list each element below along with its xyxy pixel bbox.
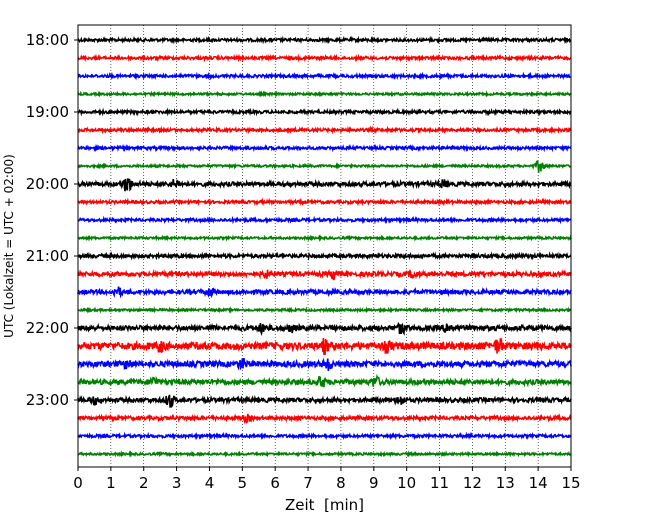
y-tick-label: 20:00 xyxy=(26,175,69,193)
x-tick-label: 4 xyxy=(205,474,215,492)
seismic-trace xyxy=(77,321,572,337)
y-tick-label: 19:00 xyxy=(26,103,69,121)
seismic-trace xyxy=(77,431,572,441)
x-tick-label: 5 xyxy=(238,474,248,492)
seismic-trace xyxy=(77,125,572,135)
x-tick-label: 15 xyxy=(561,474,580,492)
seismic-trace xyxy=(77,357,572,372)
x-axis-label: Zeit [min] xyxy=(285,496,364,514)
seismic-trace xyxy=(77,413,572,425)
y-tick-label: 22:00 xyxy=(26,319,69,337)
seismic-trace xyxy=(77,337,572,355)
x-tick-label: 13 xyxy=(496,474,515,492)
seismic-trace xyxy=(77,450,572,459)
seismic-trace xyxy=(77,90,572,98)
x-tick-label: 6 xyxy=(270,474,280,492)
x-tick-label: 0 xyxy=(73,474,83,492)
y-tick-label: 18:00 xyxy=(26,31,69,49)
y-axis-ticks: 18:00 19:00 20:00 21:00 22:00 23:00 xyxy=(26,31,78,409)
x-tick-label: 8 xyxy=(336,474,346,492)
x-tick-label: 3 xyxy=(172,474,182,492)
seismic-trace xyxy=(77,251,572,261)
seismic-trace xyxy=(77,373,572,388)
seismic-trace xyxy=(77,306,572,314)
seismic-trace xyxy=(77,197,572,207)
y-axis-label: UTC (Lokalzeit = UTC + 02:00) xyxy=(2,154,16,338)
seismic-trace xyxy=(77,178,572,192)
x-tick-label: 12 xyxy=(463,474,482,492)
seismic-trace xyxy=(77,286,572,299)
seismic-trace xyxy=(77,143,572,153)
plot-frame xyxy=(77,24,572,468)
x-tick-label: 11 xyxy=(430,474,449,492)
x-tick-label: 14 xyxy=(529,474,548,492)
seismic-trace xyxy=(77,71,572,81)
seismic-trace xyxy=(77,215,572,225)
seismic-trace xyxy=(77,160,572,173)
seismic-trace xyxy=(77,35,572,45)
y-tick-label: 23:00 xyxy=(26,391,69,409)
x-tick-label: 7 xyxy=(303,474,313,492)
x-tick-label: 1 xyxy=(106,474,116,492)
seismic-trace xyxy=(77,107,572,117)
seismic-trace xyxy=(77,234,572,243)
y-tick-label: 21:00 xyxy=(26,247,69,265)
seismic-trace xyxy=(77,394,572,409)
x-tick-label: 9 xyxy=(369,474,379,492)
seismic-trace xyxy=(77,268,572,281)
x-tick-label: 2 xyxy=(139,474,149,492)
x-axis-ticks: 0 1 2 3 4 5 6 7 8 9 10 11 12 13 14 15 xyxy=(73,467,581,492)
x-tick-label: 10 xyxy=(397,474,416,492)
seismic-trace xyxy=(77,53,572,63)
trace-group xyxy=(77,35,572,459)
